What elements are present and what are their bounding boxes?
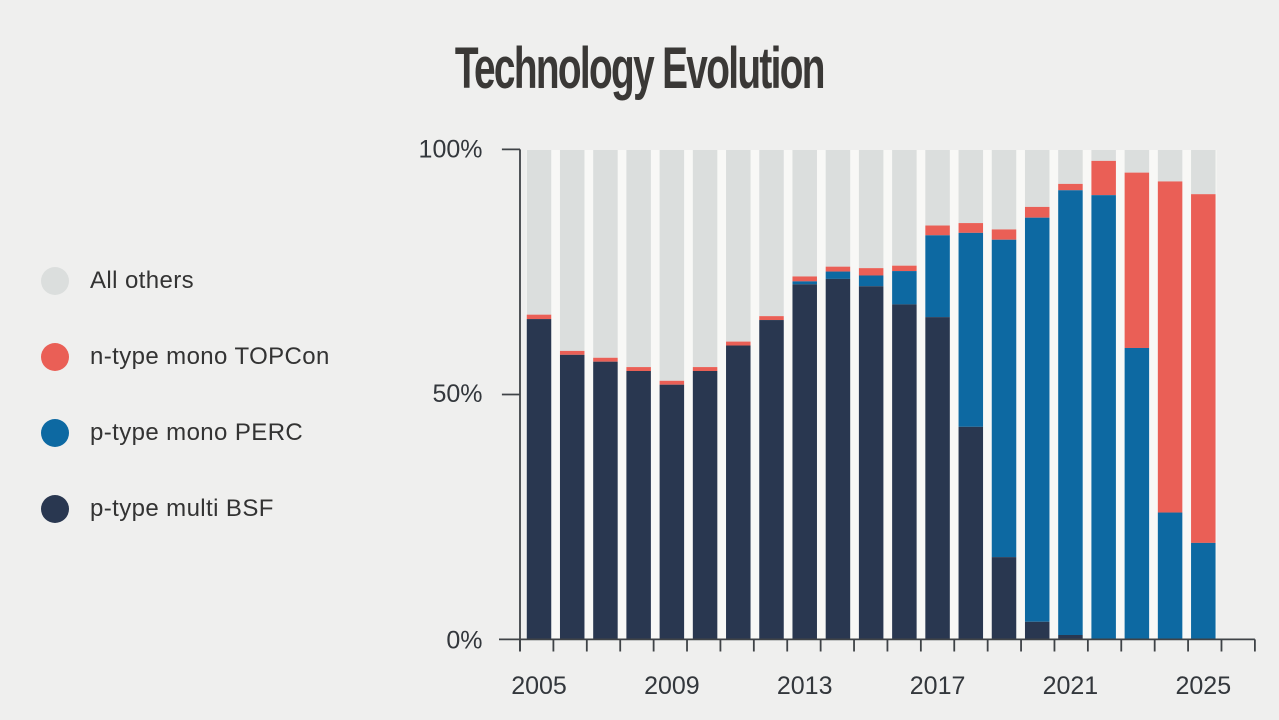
svg-text:0%: 0% <box>446 627 482 655</box>
svg-text:2021: 2021 <box>1043 672 1099 700</box>
svg-text:2009: 2009 <box>644 672 700 700</box>
svg-text:2005: 2005 <box>511 672 567 700</box>
svg-text:50%: 50% <box>432 380 482 408</box>
svg-text:2017: 2017 <box>910 672 966 700</box>
svg-text:2013: 2013 <box>777 672 833 700</box>
svg-text:100%: 100% <box>419 136 483 164</box>
svg-text:2025: 2025 <box>1175 672 1231 700</box>
